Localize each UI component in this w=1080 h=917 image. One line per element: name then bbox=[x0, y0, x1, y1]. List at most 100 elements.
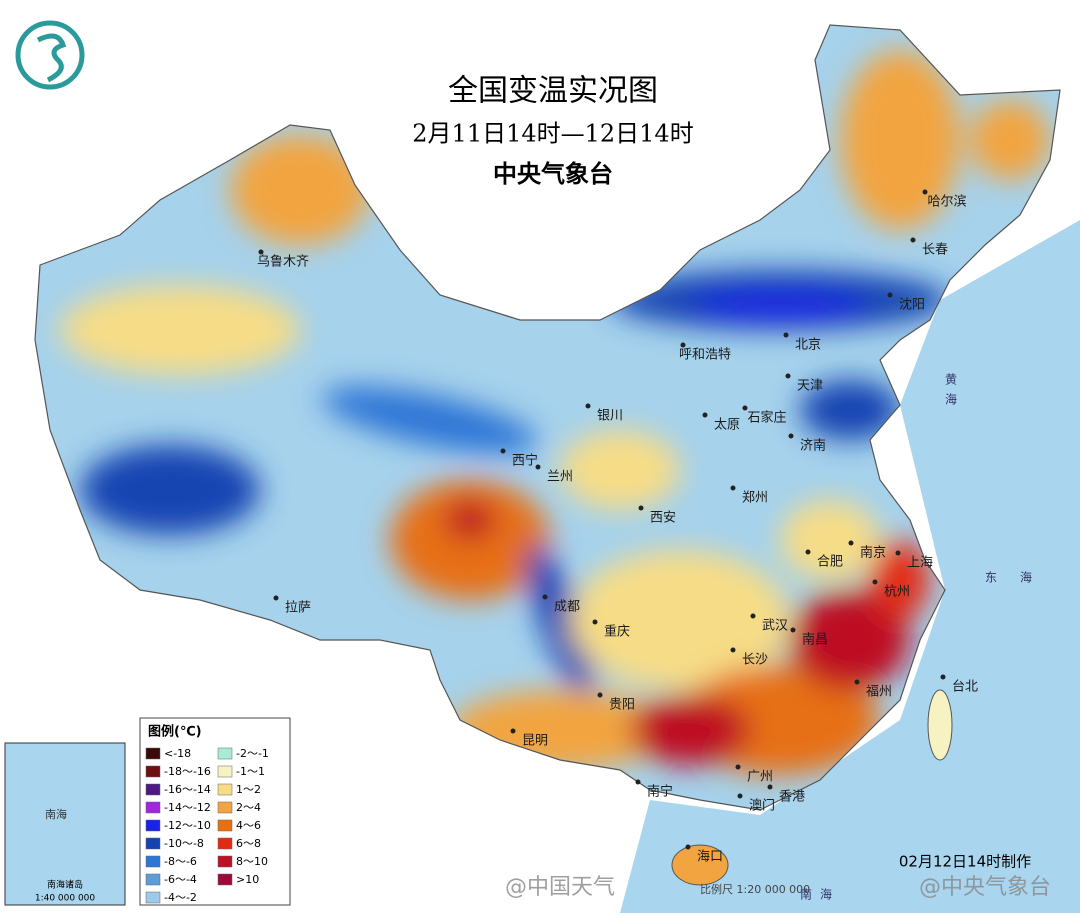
taiwan bbox=[927, 689, 953, 761]
city-label: 贵阳 bbox=[609, 698, 635, 713]
legend-swatch bbox=[217, 855, 233, 868]
city-dot bbox=[592, 619, 598, 625]
city-dot bbox=[922, 189, 928, 195]
city-dot bbox=[258, 249, 264, 255]
city-dot bbox=[805, 549, 811, 555]
city-label: 北京 bbox=[795, 338, 821, 353]
legend-title: 图例(℃) bbox=[148, 724, 202, 740]
city-dot bbox=[785, 373, 791, 379]
legend-label: >10 bbox=[236, 873, 259, 886]
city-dot bbox=[742, 405, 748, 411]
legend-label: 4～6 bbox=[236, 819, 261, 832]
city-label: 南宁 bbox=[647, 784, 673, 800]
city-label: 杭州 bbox=[884, 585, 910, 600]
city-label: 南昌 bbox=[802, 632, 828, 648]
city-dot bbox=[542, 594, 548, 600]
city-dot bbox=[273, 595, 279, 601]
city-label: 天津 bbox=[797, 379, 823, 394]
city-label: 成都 bbox=[554, 600, 580, 615]
legend-swatch bbox=[217, 837, 233, 850]
city-label: 福州 bbox=[866, 685, 892, 700]
city-dot bbox=[585, 403, 591, 409]
city-label: 拉萨 bbox=[285, 601, 311, 616]
legend-label: -2～-1 bbox=[236, 747, 269, 760]
agency: 中央气象台 bbox=[493, 160, 613, 188]
city-dot bbox=[783, 332, 789, 338]
city-label: 台北 bbox=[952, 680, 978, 695]
city-label: 长春 bbox=[922, 243, 948, 258]
city-label: 上海 bbox=[907, 556, 933, 571]
city-label: 乌鲁木齐 bbox=[257, 254, 309, 270]
sea-label: 海 bbox=[820, 887, 832, 902]
legend-label: 6～8 bbox=[236, 837, 261, 850]
inset-sea: 南海 bbox=[45, 807, 67, 821]
city-label: 海口 bbox=[697, 850, 723, 865]
legend-label: -16～-14 bbox=[164, 783, 211, 796]
scale: 比例尺 1:20 000 000 bbox=[700, 882, 810, 896]
city-label: 武汉 bbox=[762, 619, 788, 634]
legend-swatch bbox=[145, 801, 161, 814]
legend-swatch bbox=[145, 855, 161, 868]
city-label: 郑州 bbox=[742, 491, 768, 506]
subtitle: 2月11日14时—12日14时 bbox=[412, 120, 693, 148]
city-label: 太原 bbox=[714, 418, 740, 433]
legend-label: 1～2 bbox=[236, 783, 261, 796]
sea-label: 海 bbox=[1020, 570, 1032, 585]
watermark: @中央气象台 bbox=[919, 875, 1051, 900]
legend-label: -14～-12 bbox=[164, 801, 211, 814]
city-label: 兰州 bbox=[547, 470, 573, 485]
legend-label: -1～1 bbox=[236, 765, 265, 778]
city-label: 澳门 bbox=[749, 798, 775, 814]
city-dot bbox=[635, 779, 641, 785]
legend-swatch bbox=[217, 765, 233, 778]
hainan bbox=[671, 844, 729, 886]
city-dot bbox=[685, 844, 691, 850]
legend-label: -12～-10 bbox=[164, 819, 211, 832]
city-label: 合肥 bbox=[817, 555, 843, 570]
sea-label: 南 bbox=[800, 887, 812, 902]
legend-label: <-18 bbox=[164, 747, 191, 760]
city-label: 西安 bbox=[650, 511, 676, 526]
legend-swatch bbox=[145, 873, 161, 886]
sea-label: 黄 bbox=[945, 373, 957, 387]
legend-label: 8～10 bbox=[236, 855, 268, 868]
city-label: 石家庄 bbox=[747, 410, 786, 426]
legend-swatch bbox=[217, 801, 233, 814]
city-dot bbox=[730, 485, 736, 491]
legend-swatch bbox=[145, 765, 161, 778]
legend-swatch bbox=[145, 783, 161, 796]
legend-label: -8～-6 bbox=[164, 855, 197, 868]
inset-label: 南海诸岛 bbox=[47, 879, 83, 891]
city-dot bbox=[767, 784, 773, 790]
city-dot bbox=[872, 579, 878, 585]
city-label: 银川 bbox=[597, 409, 623, 424]
sea bbox=[620, 220, 1080, 913]
city-dot bbox=[887, 292, 893, 298]
legend-swatch bbox=[217, 783, 233, 796]
city-dot bbox=[735, 764, 741, 770]
legend-label: -18～-16 bbox=[164, 765, 211, 778]
legend-swatch bbox=[145, 747, 161, 760]
city-label: 西宁 bbox=[512, 453, 538, 469]
legend-swatch bbox=[217, 819, 233, 832]
legend-swatch bbox=[217, 747, 233, 760]
logo-mark bbox=[36, 33, 67, 83]
city-dot bbox=[750, 613, 756, 619]
legend: 图例(℃) <-18 -18～-16 -16～-14 -14～-12 -12～-10 -1… bbox=[139, 717, 291, 906]
watermark: @中国天气 bbox=[505, 875, 615, 900]
title: 全国变温实况图 bbox=[448, 74, 658, 109]
city-label: 南京 bbox=[860, 545, 886, 561]
city-dot bbox=[597, 692, 603, 698]
inset-scale: 1:40 000 000 bbox=[35, 894, 96, 904]
city-dot bbox=[895, 550, 901, 556]
city-dot bbox=[910, 237, 916, 243]
legend-label: 2～4 bbox=[236, 801, 261, 814]
legend-label: -6～-4 bbox=[164, 873, 197, 886]
city-dot bbox=[702, 412, 708, 418]
city-dot bbox=[535, 464, 541, 470]
city-label: 香港 bbox=[779, 790, 805, 805]
city-label: 沈阳 bbox=[899, 298, 925, 313]
city-dot bbox=[790, 627, 796, 633]
legend-swatch bbox=[217, 873, 233, 886]
